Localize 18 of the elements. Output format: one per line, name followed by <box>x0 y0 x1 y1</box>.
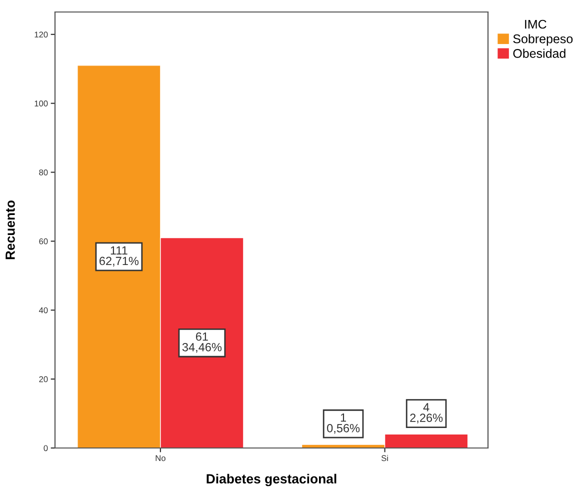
data-label: 1 0,56% <box>327 414 360 434</box>
x-axis-title: Diabetes gestacional <box>206 474 336 486</box>
y-tick-label: 80 <box>39 169 48 176</box>
x-tick-label: No <box>156 455 166 462</box>
y-axis-title: Recuento <box>6 200 15 260</box>
data-label: 61 34,46% <box>182 332 222 353</box>
y-tick-label: 20 <box>39 376 48 382</box>
y-tick-label: 0 <box>44 445 48 452</box>
y-tick-label: 40 <box>38 307 48 314</box>
legend-label: Obesidad <box>513 48 566 58</box>
data-label: 4 2,26% <box>410 403 443 424</box>
y-tick-label: 100 <box>34 100 48 106</box>
legend-title: IMC <box>525 20 546 29</box>
x-tick-label: Si <box>381 454 388 462</box>
data-label: 111 62,71% <box>100 246 139 267</box>
y-tick-label: 120 <box>34 32 48 38</box>
y-tick-label: 60 <box>39 238 48 244</box>
legend-label: Sobrepeso <box>513 34 573 46</box>
